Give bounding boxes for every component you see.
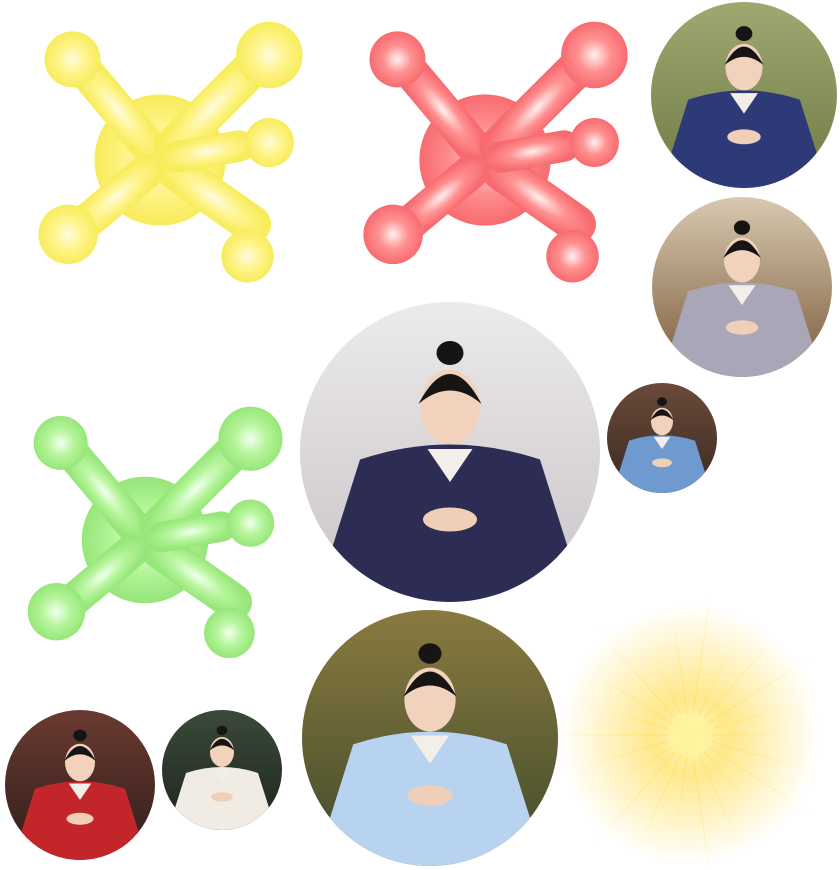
hair (418, 374, 482, 404)
sun-core (668, 713, 712, 757)
collar (213, 768, 231, 782)
sun-ray (697, 743, 753, 807)
yellow-splat (38, 21, 303, 283)
hands (406, 785, 454, 806)
sun-ray (545, 734, 679, 736)
sun-ray (640, 745, 686, 845)
hair-bun (735, 26, 753, 42)
collar (427, 449, 473, 482)
hair-bun (436, 341, 464, 365)
portrait (652, 197, 832, 377)
portrait (607, 383, 717, 493)
hair (64, 746, 96, 761)
portrait (651, 2, 837, 188)
hair (723, 240, 761, 259)
portrait (302, 610, 558, 866)
sun-ray (694, 745, 740, 845)
sun-ray (595, 625, 683, 727)
hair-bun (216, 725, 228, 736)
collar (410, 735, 450, 764)
photo-group (5, 2, 837, 866)
green-splat (27, 406, 283, 659)
hair (209, 738, 235, 751)
sun-ray (650, 648, 686, 725)
sun-ray (694, 648, 730, 725)
sun-ray (699, 740, 812, 814)
hair-bun (657, 397, 667, 407)
sun-ray (701, 708, 782, 733)
sun-ray (699, 656, 812, 730)
portrait (300, 302, 600, 602)
sun-ray (676, 746, 689, 830)
collar (68, 783, 92, 800)
hands (725, 320, 759, 335)
sun-ray (701, 737, 806, 769)
hands (66, 812, 94, 825)
portrait (5, 710, 155, 860)
sun-ray (574, 737, 679, 769)
sun-ray (589, 670, 681, 730)
red-splat (363, 21, 628, 283)
sun-ray (672, 616, 689, 724)
collar (728, 285, 756, 305)
sun-ray (595, 743, 683, 845)
sun-ray (691, 591, 711, 724)
sun-ray (701, 734, 785, 736)
sunburst (545, 591, 820, 870)
collar (653, 436, 671, 449)
hands (211, 792, 233, 802)
sun-ray (691, 746, 710, 870)
hair-bun (73, 729, 87, 742)
hair (724, 46, 764, 66)
sun-ray (610, 740, 681, 787)
hands (727, 129, 761, 145)
hair (403, 671, 457, 698)
hands (652, 458, 672, 468)
sun-ray (697, 644, 769, 727)
collar (730, 93, 758, 114)
hair-bun (733, 220, 751, 235)
portrait (162, 710, 282, 830)
hands (423, 507, 477, 532)
hair-bun (418, 643, 442, 664)
hair (650, 409, 674, 421)
sun-ray (598, 708, 679, 733)
